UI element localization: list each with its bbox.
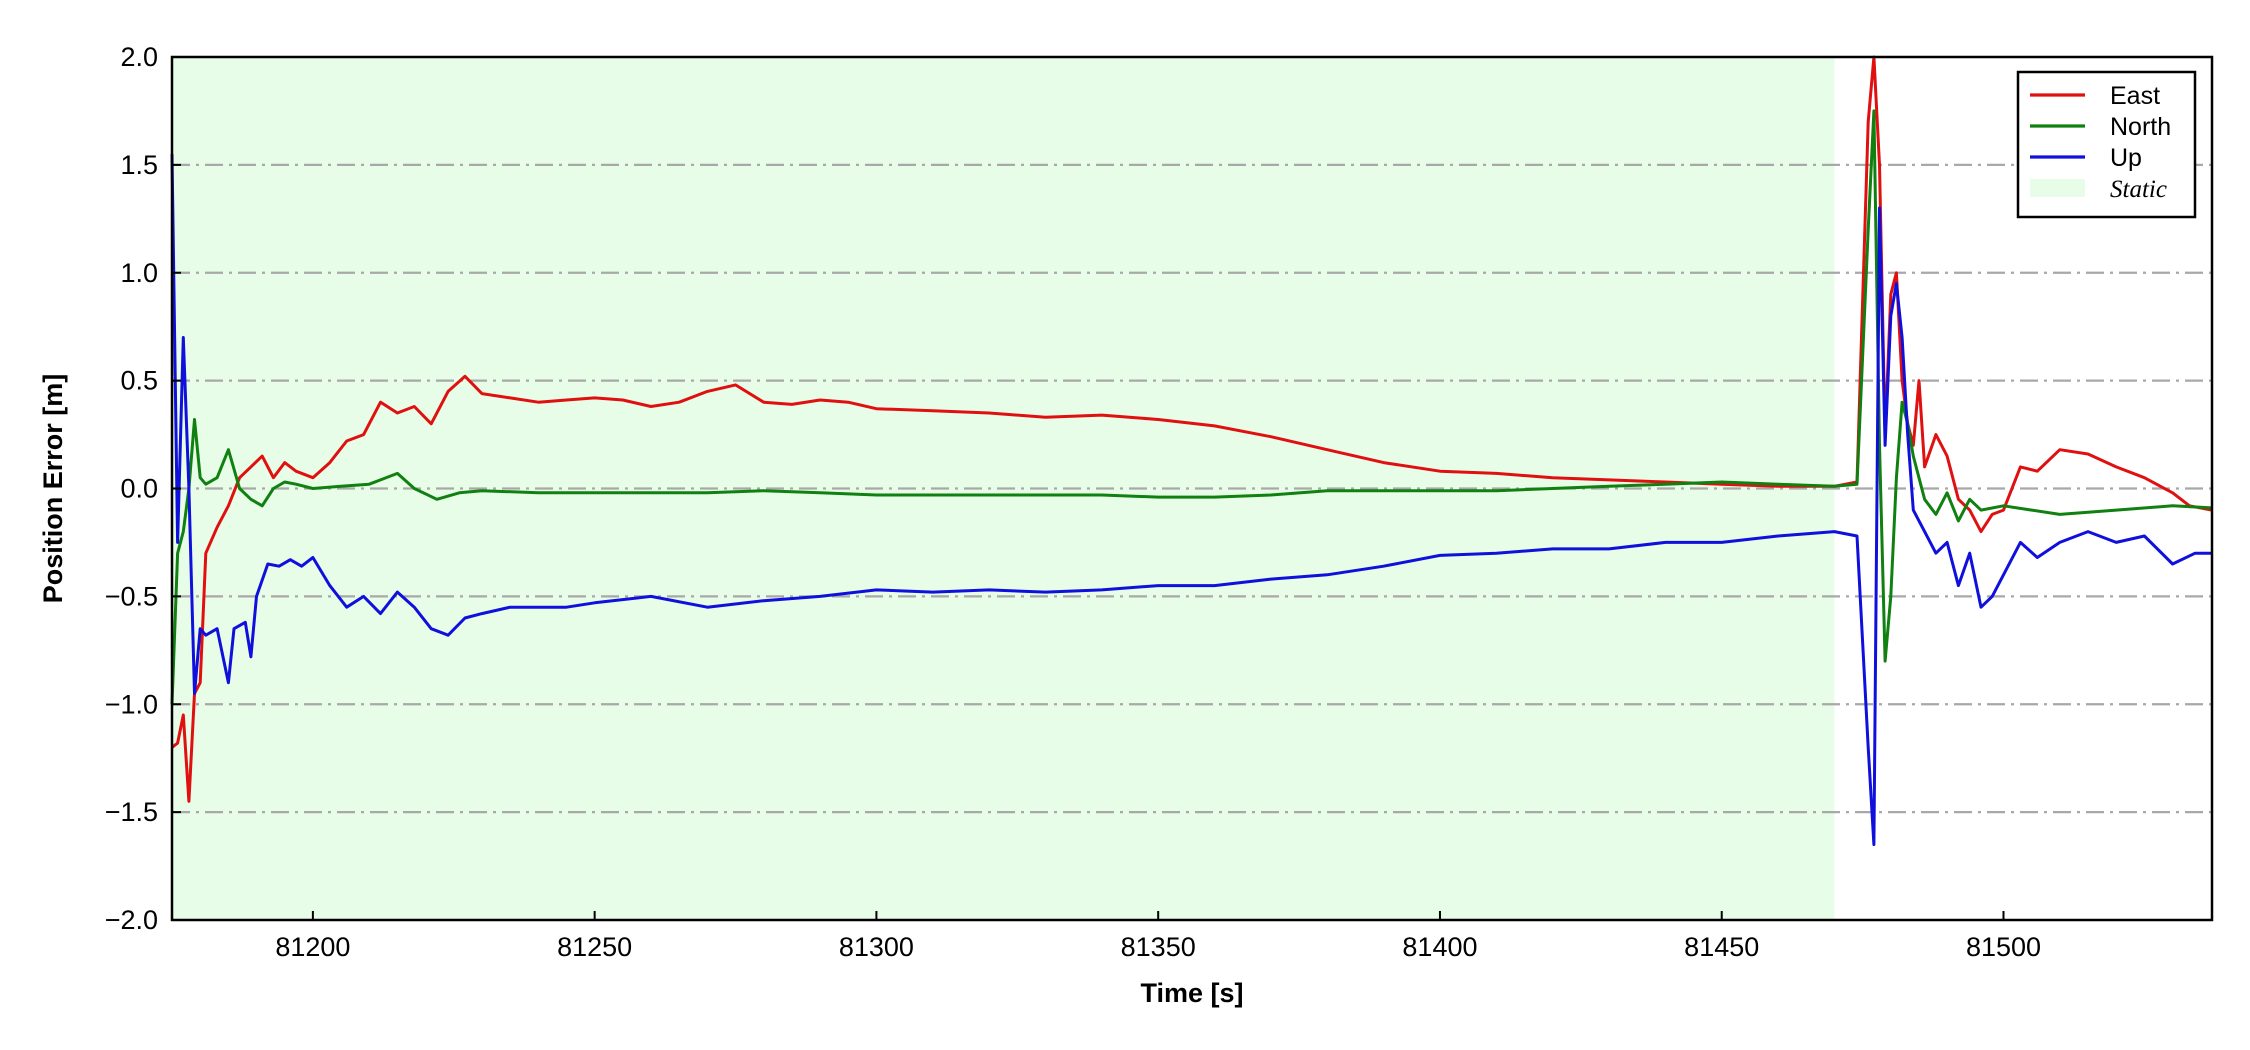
- legend-label-north: North: [2110, 113, 2171, 141]
- y-tick-label: −0.5: [105, 581, 158, 611]
- y-tick-label: −1.5: [105, 797, 158, 827]
- horizontal-grid: [172, 163, 2212, 814]
- x-axis-title: Time [s]: [1140, 978, 1243, 1008]
- y-axis-title: Position Error [m]: [38, 374, 68, 604]
- x-tick-label: 81400: [1402, 932, 1477, 962]
- x-tick-label: 81450: [1684, 932, 1759, 962]
- legend-label-up: Up: [2110, 144, 2142, 172]
- y-tick-label: 0.5: [120, 366, 158, 396]
- y-tick-label: 2.0: [120, 42, 158, 72]
- series-line-east: [171, 55, 2213, 803]
- y-tick-label: 0.0: [120, 474, 158, 504]
- x-tick-label: 81500: [1966, 932, 2041, 962]
- legend: East North Up Static: [2016, 70, 2197, 219]
- x-tick-label: 81350: [1121, 932, 1196, 962]
- legend-label-static: Static: [2110, 176, 2167, 203]
- x-tick-label: 81300: [839, 932, 914, 962]
- y-tick-label: 1.0: [120, 258, 158, 288]
- legend-swatch-static: [2030, 179, 2085, 197]
- y-tick-label: 1.5: [120, 150, 158, 180]
- legend-label-east: East: [2110, 82, 2160, 110]
- series-lines: [170, 55, 2213, 846]
- y-tick-label: −1.0: [105, 689, 158, 719]
- y-tick-label: −2.0: [105, 905, 158, 935]
- x-tick-label: 81200: [275, 932, 350, 962]
- x-axis-ticks: 81200 81250 81300 81350 81400 81450 81500: [275, 911, 2041, 962]
- series-line-north: [170, 109, 2213, 705]
- series-line-up: [170, 154, 2212, 846]
- x-tick-label: 81250: [557, 932, 632, 962]
- y-axis-ticks: −2.0 −1.5 −1.0 −0.5 0.0 0.5 1.0 1.5 2.0: [105, 42, 181, 935]
